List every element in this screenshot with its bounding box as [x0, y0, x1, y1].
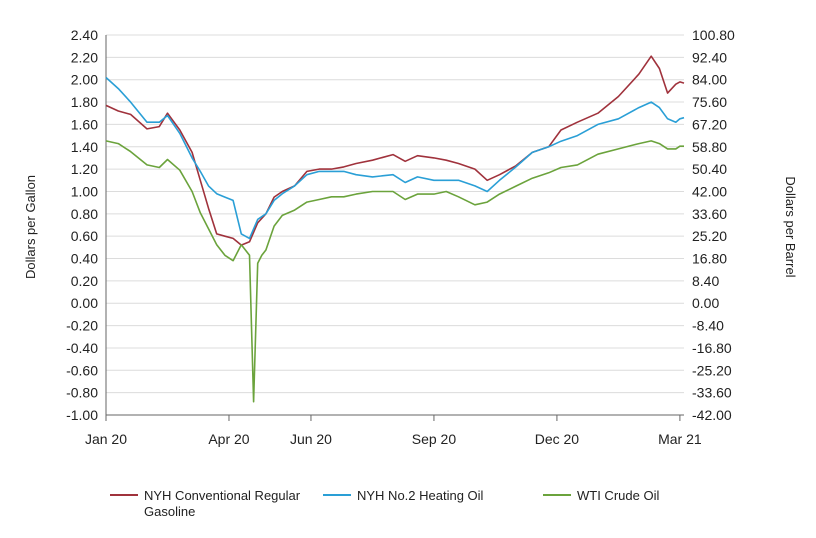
y-tick-label-right: 100.80	[692, 27, 735, 43]
y-tick-label-left: 2.20	[71, 49, 98, 65]
y-tick-label-right: 50.40	[692, 161, 727, 177]
series-lines	[105, 55, 685, 403]
y-tick-label-left: -0.20	[66, 318, 98, 334]
x-tick-label: Sep 20	[412, 431, 457, 447]
x-tick-label: Jan 20	[85, 431, 127, 447]
y-tick-label-left: -0.40	[66, 340, 98, 356]
grid-lines	[106, 34, 684, 416]
y-tick-label-left: 1.20	[71, 161, 98, 177]
y-tick-label-left: 0.80	[71, 206, 98, 222]
y-tick-label-left: 0.00	[71, 295, 98, 311]
legend-label: NYH Conventional Regular Gasoline	[144, 488, 301, 519]
y-tick-label-right: 92.40	[692, 49, 727, 65]
y-tick-label-right: 67.20	[692, 116, 727, 132]
y-tick-label-right: 8.40	[692, 273, 719, 289]
y-tick-label-right: -33.60	[692, 385, 732, 401]
y-tick-label-left: 1.80	[71, 94, 98, 110]
series-line-1	[105, 55, 685, 246]
y-tick-label-right: 16.80	[692, 251, 727, 267]
x-tick-label: Dec 20	[535, 431, 580, 447]
y-tick-label-right: 58.80	[692, 139, 727, 155]
axes: 2.40 100.80 2.20 92.40 2.00 84.00 1.80 75.60 1.6…	[66, 27, 735, 447]
y-tick-label-left: 0.60	[71, 228, 98, 244]
x-tick-label: Mar 21	[658, 431, 702, 447]
y-tick-label-right: -8.40	[692, 318, 724, 334]
y-tick-label-left: -1.00	[66, 407, 98, 423]
y-tick-label-left: -0.60	[66, 362, 98, 378]
y-tick-label-right: -25.20	[692, 362, 732, 378]
y-tick-label-right: 84.00	[692, 72, 727, 88]
series-line-3	[105, 140, 684, 403]
legend: NYH Conventional Regular Gasoline NYH No.2…	[110, 488, 659, 519]
y-tick-label-right: 75.60	[692, 94, 727, 110]
y-tick-label-left: 2.00	[71, 72, 98, 88]
y-tick-label-right: 25.20	[692, 228, 727, 244]
y-tick-label-right: 33.60	[692, 206, 727, 222]
y-tick-label-left: 2.40	[71, 27, 98, 43]
y-tick-label-right: 42.00	[692, 183, 727, 199]
y-tick-label-left: 1.60	[71, 116, 98, 132]
x-tick-label: Jun 20	[290, 431, 332, 447]
y-tick-label-right: 0.00	[692, 295, 719, 311]
y-tick-label-left: 1.00	[71, 183, 98, 199]
y-tick-label-left: 0.20	[71, 273, 98, 289]
series-line-2	[105, 76, 685, 240]
y-tick-label-right: -42.00	[692, 407, 732, 423]
x-tick-label: Apr 20	[208, 431, 249, 447]
legend-label: NYH No.2 Heating Oil	[357, 488, 484, 503]
y-tick-label-right: -16.80	[692, 340, 732, 356]
y-tick-label-left: 1.40	[71, 139, 98, 155]
y-axis-title-left: Dollars per Gallon	[23, 175, 38, 279]
y-tick-label-left: 0.40	[71, 251, 98, 267]
legend-label: WTI Crude Oil	[577, 488, 659, 503]
y-tick-label-left: -0.80	[66, 385, 98, 401]
y-axis-title-right: Dollars per Barrel	[783, 176, 798, 277]
